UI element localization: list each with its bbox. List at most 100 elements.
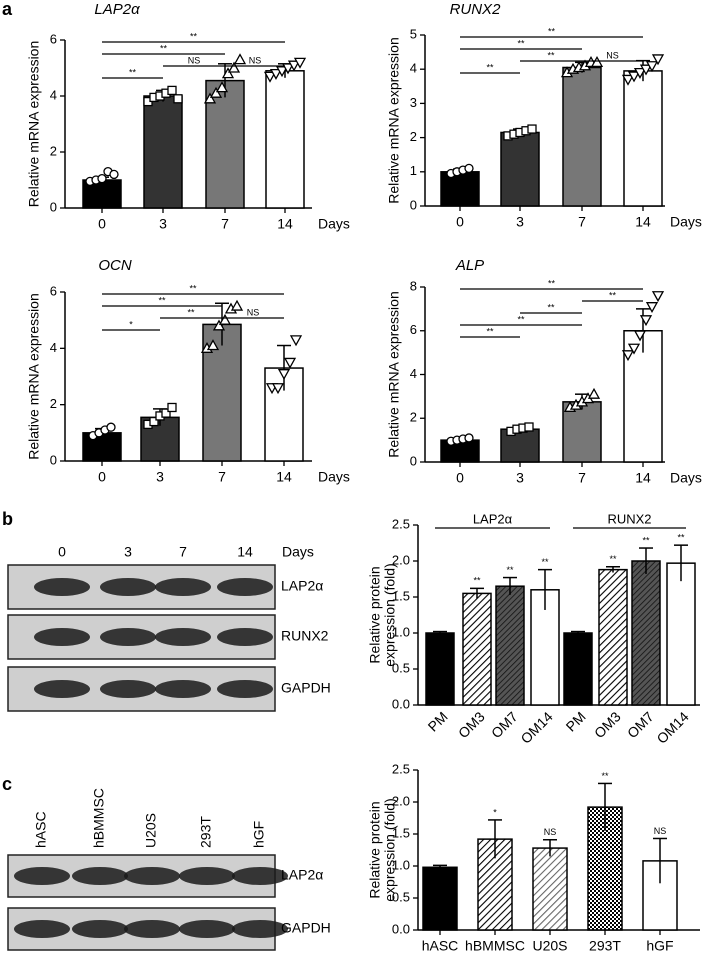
y-axis-label: Relative mRNA expression — [386, 291, 402, 458]
significance: * — [129, 319, 133, 329]
blot-band — [217, 680, 273, 698]
blot-band — [155, 680, 211, 698]
point — [627, 71, 641, 83]
y-tick-label: 1 — [410, 163, 417, 178]
significance: ** — [517, 314, 525, 324]
point — [587, 387, 601, 399]
significance: * — [493, 807, 497, 817]
blot-band — [217, 578, 273, 596]
point — [639, 315, 653, 327]
y-tick-label: 2.5 — [392, 516, 410, 531]
y-tick-label: 0 — [410, 197, 417, 212]
lane-label: hASC — [33, 811, 49, 848]
blot-row-label: RUNX2 — [281, 628, 329, 644]
point — [167, 402, 177, 413]
x-tick-label: 7 — [221, 216, 229, 232]
y-axis-label: Relative mRNA expression — [386, 37, 402, 204]
point — [97, 173, 107, 184]
y-tick-label: 2.5 — [392, 761, 410, 776]
y-tick-label: 6 — [410, 322, 417, 337]
blot-band — [34, 680, 90, 698]
y-tick-label: 0 — [50, 199, 57, 214]
bar — [562, 66, 602, 207]
bar — [563, 632, 593, 706]
y-tick-label: 6 — [50, 31, 57, 46]
significance: ** — [517, 38, 525, 48]
significance: ** — [548, 26, 556, 36]
y-tick-label: 2.0 — [392, 552, 410, 567]
x-tick-label: 14 — [277, 216, 293, 232]
bar — [500, 131, 540, 207]
bar — [425, 632, 455, 706]
point — [289, 335, 303, 347]
point — [283, 357, 297, 369]
point — [633, 67, 647, 79]
point — [639, 64, 653, 76]
significance: ** — [473, 576, 481, 586]
blot-band — [100, 680, 156, 698]
y-tick-label: 2 — [50, 396, 57, 411]
bar — [631, 560, 661, 706]
significance: ** — [129, 67, 137, 77]
significance: ** — [547, 50, 555, 60]
y-tick-label: 2 — [50, 143, 57, 158]
y-tick-label: 2 — [410, 410, 417, 425]
point — [621, 74, 635, 86]
significance: ** — [601, 771, 609, 781]
point — [203, 92, 217, 104]
x-axis-label: Days — [318, 216, 350, 232]
lane-unit: Days — [282, 544, 314, 560]
blot-band — [124, 920, 180, 938]
point — [645, 61, 659, 73]
point — [627, 343, 641, 355]
blot-band — [217, 628, 273, 646]
point — [281, 63, 295, 75]
significance: ** — [190, 31, 198, 41]
group-label: RUNX2 — [607, 511, 651, 526]
y-tick-label: 0.0 — [392, 696, 410, 711]
significance: ** — [547, 302, 555, 312]
y-tick-label: 0.5 — [392, 889, 410, 904]
y-tick-label: 0.5 — [392, 660, 410, 675]
point — [263, 71, 277, 83]
y-tick-label: 0 — [50, 452, 57, 467]
point — [106, 422, 116, 432]
bar — [532, 847, 568, 931]
chart-title: RUNX2 — [450, 1, 502, 18]
blot-band — [179, 920, 235, 938]
y-axis-label: Relative protein — [367, 566, 383, 663]
point — [218, 313, 232, 325]
point — [206, 339, 220, 351]
point — [212, 319, 226, 331]
point — [149, 416, 159, 427]
blot-band — [72, 920, 128, 938]
y-tick-label: 5 — [410, 26, 417, 41]
point — [464, 433, 474, 443]
x-tick-label: OM3 — [591, 708, 624, 741]
bar — [666, 562, 696, 706]
blot-band — [155, 628, 211, 646]
blot-band — [179, 867, 235, 885]
significance: ** — [609, 290, 617, 300]
x-tick-label: hASC — [422, 938, 459, 954]
x-tick-label: 7 — [578, 214, 586, 230]
lane-label: 3 — [124, 544, 132, 560]
y-axis-label: expression (fold) — [382, 563, 398, 667]
y-tick-label: 0 — [410, 453, 417, 468]
point — [230, 299, 244, 311]
lane-label: 7 — [179, 544, 187, 560]
bar — [422, 866, 458, 931]
y-axis-label: Relative mRNA expression — [26, 41, 42, 208]
x-tick-label: OM14 — [653, 708, 691, 746]
y-axis-label: Relative mRNA expression — [26, 293, 42, 460]
x-tick-label: 7 — [578, 470, 586, 486]
y-tick-label: 2.0 — [392, 793, 410, 808]
bar — [598, 568, 628, 706]
x-tick-label: 0 — [456, 214, 464, 230]
bar — [462, 592, 492, 706]
x-tick-label: 14 — [635, 470, 651, 486]
point — [227, 61, 241, 73]
blot-row-label: LAP2α — [281, 578, 323, 594]
significance: NS — [654, 826, 667, 836]
